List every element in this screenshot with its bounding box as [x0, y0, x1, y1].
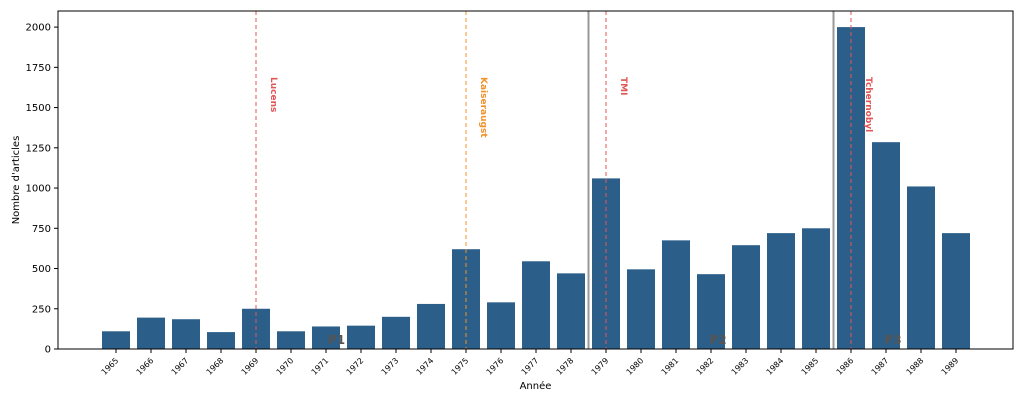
- bar-1974: [417, 303, 445, 349]
- bar-1987: [872, 142, 900, 349]
- x-tick-label: 1982: [695, 356, 716, 377]
- bar-1970: [277, 331, 305, 349]
- y-tick-label: 1250: [26, 143, 51, 154]
- x-tick-label: 1985: [800, 356, 821, 377]
- bar-1983: [732, 245, 760, 349]
- x-tick-label: 1968: [205, 356, 226, 377]
- x-tick-label: 1973: [380, 356, 401, 377]
- bar-1967: [172, 319, 200, 349]
- bar-1978: [557, 273, 585, 349]
- x-tick-label: 1980: [625, 356, 646, 377]
- x-tick-label: 1978: [555, 356, 576, 377]
- x-tick-label: 1974: [415, 356, 436, 377]
- x-tick-label: 1966: [135, 356, 156, 377]
- bar-1971: [312, 326, 340, 349]
- x-tick-label: 1984: [765, 356, 786, 377]
- bar-1965: [102, 331, 130, 349]
- y-tick-label: 1750: [26, 63, 51, 74]
- bar-1981: [662, 240, 690, 349]
- x-tick-label: 1981: [660, 356, 681, 377]
- event-label-kaiseraugst: Kaiseraugst: [478, 77, 488, 138]
- period-label-p1: P1: [328, 333, 345, 347]
- event-label-lucens: Lucens: [268, 77, 278, 112]
- x-tick-label: 1969: [240, 356, 261, 377]
- bar-1968: [207, 332, 235, 349]
- bar-1982: [697, 274, 725, 349]
- event-label-tchernobyl: Tchernobyl: [863, 77, 873, 132]
- period-label-p3: P3: [884, 333, 901, 347]
- bar-1980: [627, 269, 655, 349]
- x-tick-label: 1986: [835, 356, 856, 377]
- bar-1977: [522, 261, 550, 349]
- bar-1984: [767, 233, 795, 349]
- x-tick-label: 1987: [870, 356, 891, 377]
- x-tick-label: 1979: [590, 356, 611, 377]
- x-tick-label: 1977: [520, 356, 541, 377]
- y-tick-label: 0: [45, 345, 51, 356]
- event-label-tmi: TMI: [618, 77, 628, 95]
- x-axis-label: Année: [520, 380, 552, 392]
- y-tick-label: 2000: [26, 23, 51, 34]
- x-tick-label: 1965: [100, 356, 121, 377]
- bar-1976: [487, 302, 515, 349]
- x-tick-label: 1989: [940, 356, 961, 377]
- x-tick-label: 1971: [310, 356, 331, 377]
- y-tick-label: 500: [32, 264, 51, 275]
- y-axis-label: Nombre d'articles: [11, 136, 22, 225]
- x-tick-label: 1983: [730, 356, 751, 377]
- bar-1985: [802, 228, 830, 349]
- x-tick-label: 1976: [485, 356, 506, 377]
- y-tick-label: 1000: [26, 184, 51, 195]
- x-tick-label: 1975: [450, 356, 471, 377]
- bar-1972: [347, 325, 375, 349]
- x-tick-label: 1988: [905, 356, 926, 377]
- y-tick-label: 250: [32, 304, 51, 315]
- period-label-p2: P2: [709, 333, 726, 347]
- bar-1989: [942, 233, 970, 349]
- plot-frame: [57, 10, 1014, 350]
- y-tick-label: 1500: [26, 103, 51, 114]
- x-tick-label: 1970: [275, 356, 296, 377]
- bar-1966: [137, 317, 165, 349]
- bar-1973: [382, 316, 410, 349]
- x-tick-label: 1967: [170, 356, 191, 377]
- x-tick-label: 1972: [345, 356, 366, 377]
- bar-1988: [907, 186, 935, 349]
- y-tick-label: 750: [32, 224, 51, 235]
- plot-area: Lucens Kaiseraugst TMI Tchernobyl P1 P2 P3 0 250…: [26, 10, 1014, 377]
